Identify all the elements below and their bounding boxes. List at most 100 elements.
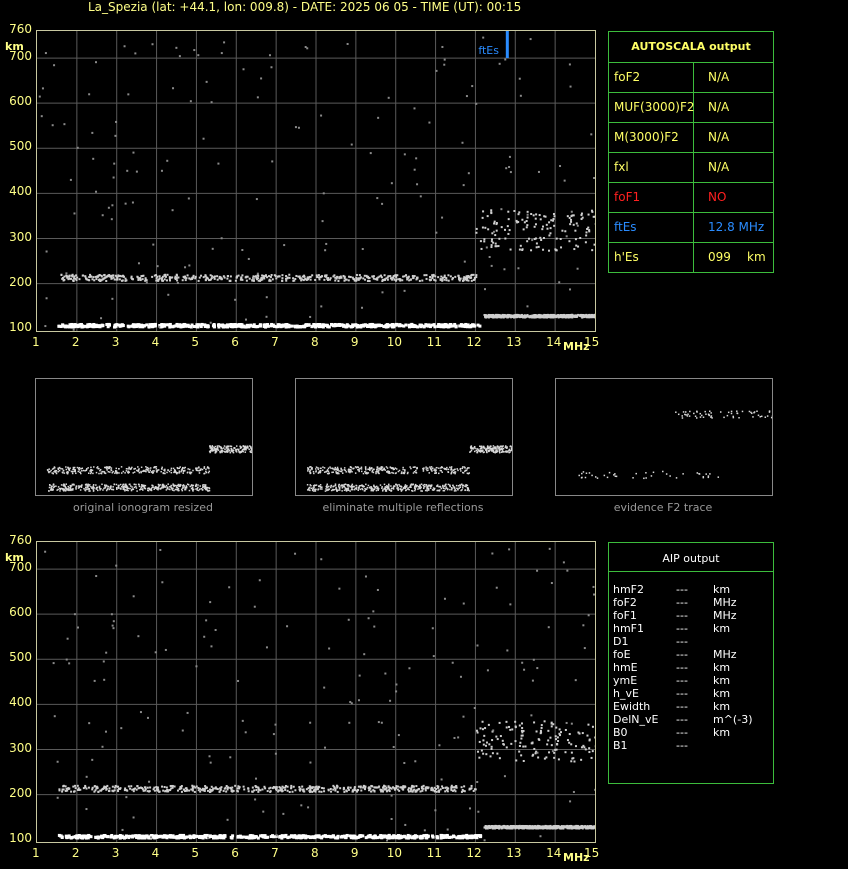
echo-point (451, 278, 454, 281)
echo-point (163, 324, 167, 328)
echo-point (337, 279, 340, 282)
thumb-point (157, 488, 159, 491)
echo-point (339, 787, 342, 790)
thumb-point (351, 488, 354, 491)
echo-point (419, 834, 423, 838)
echo-point (551, 314, 554, 317)
thumb-point (80, 468, 82, 470)
echo-point (311, 835, 315, 839)
thumb-point (68, 469, 71, 472)
echo-point (342, 786, 345, 789)
echo-point (160, 323, 164, 327)
echo-point (549, 824, 552, 827)
echo-point (383, 274, 386, 277)
thumb-point (180, 470, 182, 473)
echo-point (105, 279, 108, 282)
echo-point (174, 275, 177, 278)
noise-point (307, 806, 310, 809)
echo-point (71, 275, 74, 278)
echo-point (440, 833, 444, 837)
echo-point (522, 315, 525, 318)
echo-point (275, 788, 278, 791)
thumb-point (88, 490, 90, 492)
noise-point (419, 195, 422, 198)
thumb-point (332, 485, 334, 488)
thumb-point (226, 451, 228, 453)
echo-point (588, 825, 591, 828)
echo-point (294, 789, 297, 792)
thumb-point (191, 488, 194, 491)
echo-point (245, 275, 248, 278)
thumb-point (76, 466, 79, 469)
echo-point (144, 279, 147, 282)
echo-point (388, 786, 391, 789)
echo-point (122, 275, 125, 278)
thumb-point (307, 488, 310, 490)
echo-point (432, 789, 435, 792)
noise-point (167, 293, 170, 296)
thumb-point (170, 487, 173, 489)
echo-point (313, 323, 317, 327)
thumb-point (87, 467, 89, 469)
thumb-point (332, 489, 334, 491)
thumb-point (162, 487, 164, 489)
echo-point (75, 834, 79, 838)
echo-point (318, 790, 321, 793)
noise-point (193, 49, 196, 52)
noise-point (491, 552, 494, 555)
noise-point (568, 63, 571, 66)
echo-point (497, 826, 500, 829)
echo-point (77, 787, 80, 790)
thumb-point (215, 451, 217, 454)
y-tick-label: 500 (9, 139, 32, 154)
thumb-point (67, 489, 70, 491)
echo-point (498, 315, 501, 318)
echo-point (407, 276, 410, 279)
noise-point (508, 548, 511, 551)
noise-point (551, 750, 554, 753)
thumb-point (60, 484, 63, 486)
echo-point (388, 789, 391, 792)
echo-point (93, 324, 97, 328)
thumb-point (204, 487, 206, 490)
echo-point (366, 280, 369, 283)
echo-point (486, 215, 489, 218)
thumb-point (141, 484, 144, 486)
echo-point (288, 276, 291, 279)
thumb-point (73, 466, 76, 469)
echo-point (327, 277, 330, 280)
trace-es-high (483, 824, 597, 830)
thumb-point (372, 488, 375, 491)
echo-point (545, 756, 548, 759)
echo-point (343, 279, 346, 282)
thumb-point (315, 488, 317, 491)
echo-point (186, 274, 189, 277)
noise-point (309, 721, 312, 724)
thumb-point (350, 484, 353, 487)
thumb-point (85, 488, 87, 490)
echo-point (570, 218, 573, 221)
thumb-point (125, 483, 127, 486)
echo-point (136, 275, 139, 278)
echo-point (519, 244, 522, 247)
thumb-point (176, 472, 179, 474)
thumb-point (57, 467, 60, 470)
thumb-point (170, 469, 172, 471)
thumb-point (367, 484, 370, 487)
thumb-point (221, 447, 223, 450)
echo-point (210, 277, 213, 280)
echo-point (108, 274, 111, 277)
echo-point (435, 787, 438, 790)
echo-point (526, 314, 529, 317)
echo-point (281, 277, 284, 280)
noise-point (134, 52, 137, 55)
noise-point (265, 646, 268, 649)
thumb-point (182, 469, 185, 472)
thumb-point (352, 486, 354, 488)
noise-point (328, 647, 331, 650)
noise-point (65, 658, 68, 661)
thumb-point (153, 488, 155, 490)
noise-point (148, 780, 151, 783)
y-tick-label: 600 (9, 605, 32, 620)
thumb-point (189, 472, 191, 474)
